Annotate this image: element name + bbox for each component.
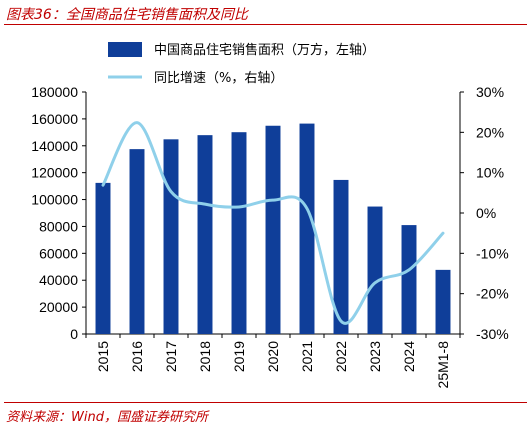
y-right-tick-label: -30% (476, 326, 509, 342)
y-left-tick-label: 140000 (31, 138, 78, 154)
source-rule (4, 402, 527, 403)
bar (163, 139, 179, 334)
x-tick-label: 2019 (231, 341, 247, 372)
y-right-tick-label: -20% (476, 286, 509, 302)
y-right-tick-label: 30% (476, 84, 504, 100)
y-left-tick-label: 20000 (39, 299, 78, 315)
x-tick-label: 2022 (333, 341, 349, 372)
legend: 中国商品住宅销售面积（万方，左轴） 同比增速（%，右轴） (108, 42, 375, 86)
bar (367, 206, 383, 334)
y-right-tick-label: 20% (476, 124, 504, 140)
y-right-tick-label: 10% (476, 165, 504, 181)
x-tick-label: 2016 (129, 341, 145, 372)
y-left-tick-label: 160000 (31, 111, 78, 127)
x-tick-label: 2023 (367, 341, 383, 372)
bar (129, 149, 145, 334)
legend-line-label: 同比增速（%，右轴） (154, 71, 283, 86)
bar (299, 123, 315, 334)
bar (197, 135, 213, 334)
bar (95, 182, 111, 334)
y-left-tick-label: 100000 (31, 192, 78, 208)
x-tick-label: 2021 (299, 341, 315, 372)
bar (231, 132, 247, 334)
x-tick-label: 2024 (401, 341, 417, 372)
x-tick-label: 2018 (197, 341, 213, 372)
chart: 中国商品住宅销售面积（万方，左轴） 同比增速（%，右轴） 0 20000 40000… (31, 42, 509, 388)
title-rule (4, 24, 527, 25)
x-tick-label: 2015 (95, 341, 111, 372)
legend-bar-swatch (108, 42, 142, 57)
y-left-tick-label: 40000 (39, 272, 78, 288)
bar (401, 225, 417, 334)
y-left-tick-label: 120000 (31, 165, 78, 181)
bar (333, 179, 349, 334)
figure-title: 图表36：全国商品住宅销售面积及同比 (6, 7, 248, 23)
bar (435, 269, 451, 334)
x-tick-label: 2020 (265, 341, 281, 372)
y-left-tick-label: 80000 (39, 218, 78, 234)
y-left-tick-label: 60000 (39, 245, 78, 261)
plot-area: 0 20000 40000 60000 80000 100000 120000 140000 1… (31, 84, 508, 388)
y-right-tick-label: -10% (476, 245, 509, 261)
legend-bar-label: 中国商品住宅销售面积（万方，左轴） (154, 42, 375, 58)
x-tick-label: 25M1-8 (435, 341, 451, 389)
yoy-growth-line (101, 121, 445, 325)
figure-source: 资料来源：Wind，国盛证券研究所 (6, 410, 208, 425)
bar (265, 125, 281, 335)
y-left-tick-label: 180000 (31, 84, 78, 100)
x-tick-label: 2017 (163, 341, 179, 372)
y-left-tick-label: 0 (70, 326, 78, 342)
y-right-tick-label: 0% (476, 205, 496, 221)
